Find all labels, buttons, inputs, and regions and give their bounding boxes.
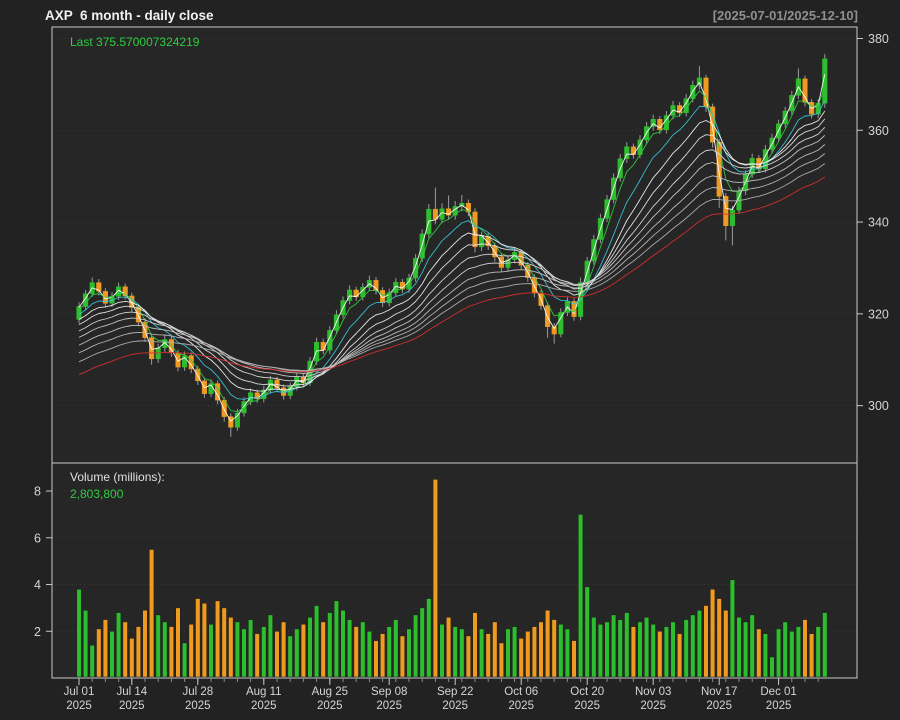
svg-text:2: 2 [34,625,41,639]
svg-text:2025: 2025 [766,700,792,712]
svg-text:2025: 2025 [119,700,145,712]
svg-text:6: 6 [34,531,41,545]
volume-value-label: 2,803,800 [70,487,124,501]
svg-text:Oct 06: Oct 06 [504,686,538,698]
svg-text:Nov 03: Nov 03 [635,686,671,698]
svg-text:380: 380 [868,32,889,46]
svg-text:340: 340 [868,216,889,230]
svg-text:Jul 01: Jul 01 [64,686,95,698]
svg-text:2025: 2025 [706,700,732,712]
svg-text:360: 360 [868,124,889,138]
svg-text:Sep 22: Sep 22 [437,686,473,698]
svg-text:Nov 17: Nov 17 [701,686,737,698]
svg-text:320: 320 [868,307,889,321]
svg-text:2025: 2025 [574,700,600,712]
svg-text:2025: 2025 [442,700,468,712]
svg-text:Jul 28: Jul 28 [182,686,213,698]
svg-text:2025: 2025 [251,700,277,712]
svg-text:Jul 14: Jul 14 [116,686,147,698]
svg-text:Aug 11: Aug 11 [246,686,282,698]
svg-text:300: 300 [868,399,889,413]
date-range-label: [2025-07-01/2025-12-10] [712,8,858,23]
svg-text:2025: 2025 [317,700,343,712]
svg-text:8: 8 [34,485,41,499]
volume-title-label: Volume (millions): [70,470,165,484]
svg-text:2025: 2025 [508,700,534,712]
chart-title: AXP 6 month - daily close [45,8,214,23]
svg-text:2025: 2025 [66,700,92,712]
svg-text:Sep 08: Sep 08 [371,686,407,698]
last-price-label: Last 375.570007324219 [70,35,200,49]
svg-text:2025: 2025 [376,700,402,712]
svg-text:Aug 25: Aug 25 [312,686,348,698]
svg-text:2025: 2025 [640,700,666,712]
svg-text:4: 4 [34,578,41,592]
svg-text:2025: 2025 [185,700,211,712]
svg-text:Oct 20: Oct 20 [570,686,604,698]
svg-text:Dec 01: Dec 01 [760,686,796,698]
